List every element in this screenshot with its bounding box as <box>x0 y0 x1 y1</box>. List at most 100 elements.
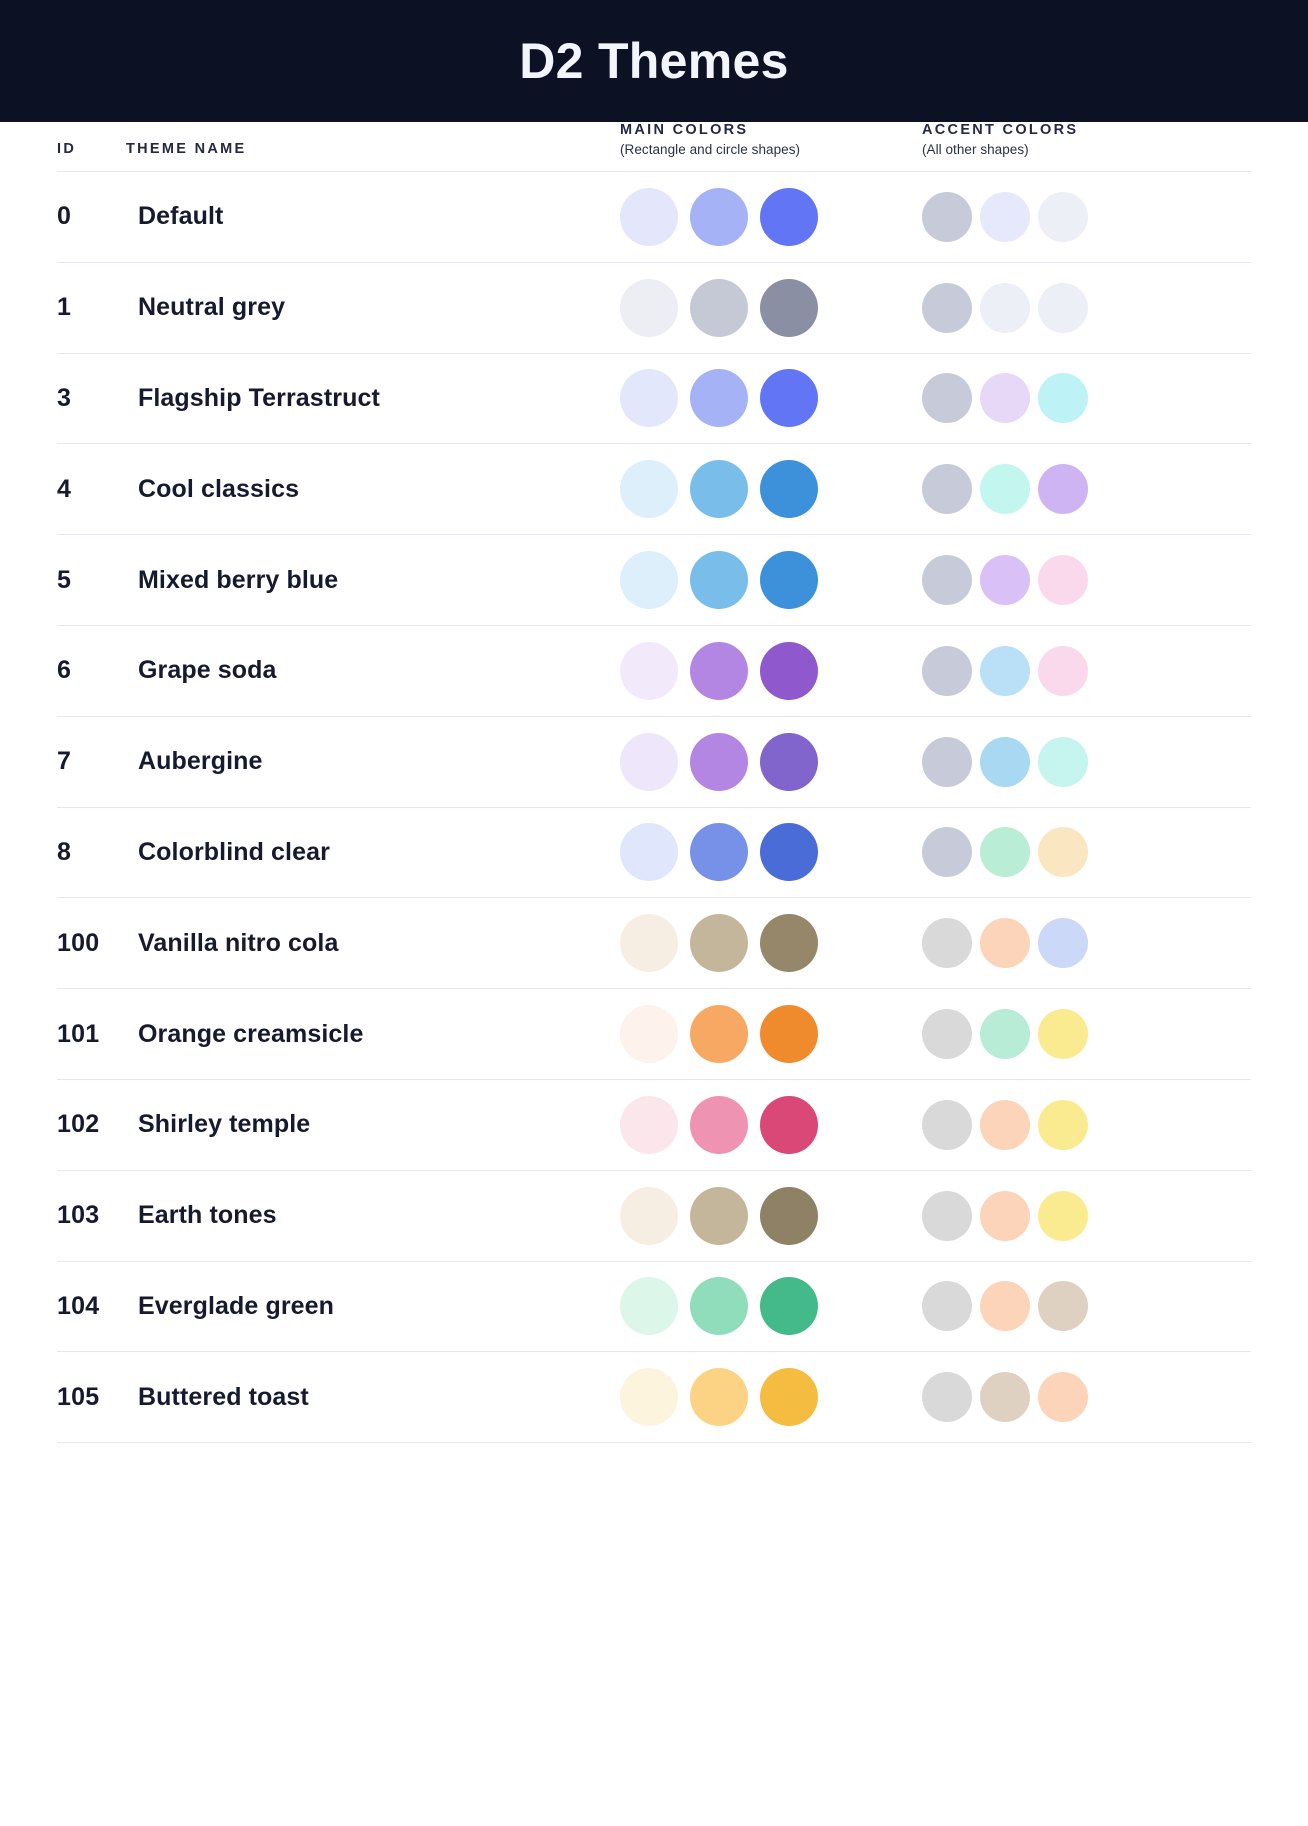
main-color-swatch[interactable] <box>760 1277 818 1336</box>
main-color-swatch[interactable] <box>690 1368 748 1427</box>
accent-color-swatch[interactable] <box>1038 1190 1088 1241</box>
main-color-swatch[interactable] <box>760 460 818 519</box>
accent-color-swatch[interactable] <box>1038 1372 1088 1423</box>
accent-color-swatch[interactable] <box>980 918 1030 969</box>
accent-color-swatch[interactable] <box>980 1281 1030 1332</box>
accent-color-swatch[interactable] <box>980 736 1030 787</box>
accent-color-swatch[interactable] <box>980 555 1030 606</box>
main-color-swatch[interactable] <box>690 278 748 337</box>
main-color-swatch[interactable] <box>690 1186 748 1245</box>
main-color-swatch[interactable] <box>690 823 748 882</box>
main-color-swatch[interactable] <box>620 551 678 610</box>
main-color-swatch[interactable] <box>620 1095 678 1154</box>
table-row[interactable]: 1 Neutral grey <box>57 262 1251 354</box>
theme-id: 6 <box>57 656 72 685</box>
main-color-swatch[interactable] <box>760 732 818 791</box>
accent-color-swatch[interactable] <box>922 1009 972 1060</box>
main-color-swatch[interactable] <box>620 732 678 791</box>
accent-color-swatch[interactable] <box>922 1190 972 1241</box>
table-row[interactable]: 5 Mixed berry blue <box>57 534 1251 626</box>
accent-color-swatch[interactable] <box>1038 1099 1088 1150</box>
accent-color-swatch[interactable] <box>922 1281 972 1332</box>
accent-color-swatch[interactable] <box>1038 1281 1088 1332</box>
main-color-swatch[interactable] <box>620 278 678 337</box>
main-color-swatch[interactable] <box>760 914 818 973</box>
accent-color-swatch[interactable] <box>922 464 972 515</box>
accent-color-swatch[interactable] <box>980 282 1030 333</box>
table-row[interactable]: 100 Vanilla nitro cola <box>57 897 1251 990</box>
accent-color-swatch[interactable] <box>922 191 972 242</box>
main-color-swatch[interactable] <box>690 914 748 973</box>
accent-color-swatch[interactable] <box>1038 464 1088 515</box>
main-color-swatch[interactable] <box>760 1368 818 1427</box>
main-color-swatch[interactable] <box>760 187 818 246</box>
main-color-swatch[interactable] <box>760 1005 818 1064</box>
accent-color-swatch[interactable] <box>980 373 1030 424</box>
accent-color-swatch[interactable] <box>922 282 972 333</box>
table-row[interactable]: 104 Everglade green <box>57 1261 1251 1353</box>
accent-color-swatch[interactable] <box>980 1190 1030 1241</box>
main-color-swatch[interactable] <box>620 1368 678 1427</box>
main-color-swatch[interactable] <box>620 369 678 428</box>
main-color-swatch[interactable] <box>620 823 678 882</box>
accent-color-swatch[interactable] <box>1038 918 1088 969</box>
accent-color-swatch[interactable] <box>1038 282 1088 333</box>
table-row[interactable]: 6 Grape soda <box>57 625 1251 717</box>
main-color-swatch[interactable] <box>760 278 818 337</box>
accent-color-swatch[interactable] <box>980 191 1030 242</box>
accent-color-swatch[interactable] <box>922 827 972 878</box>
main-color-swatch[interactable] <box>760 1186 818 1245</box>
main-color-swatch[interactable] <box>760 1095 818 1154</box>
accent-color-swatch[interactable] <box>1038 1009 1088 1060</box>
main-color-swatch[interactable] <box>690 1277 748 1336</box>
main-color-swatch[interactable] <box>690 551 748 610</box>
main-color-swatch[interactable] <box>620 460 678 519</box>
table-row[interactable]: 105 Buttered toast <box>57 1351 1251 1444</box>
accent-color-swatch[interactable] <box>922 645 972 696</box>
main-color-swatch[interactable] <box>760 823 818 882</box>
table-row[interactable]: 4 Cool classics <box>57 443 1251 536</box>
accent-color-swatch[interactable] <box>980 1099 1030 1150</box>
main-color-swatch[interactable] <box>690 1005 748 1064</box>
main-color-swatch[interactable] <box>620 1005 678 1064</box>
table-row[interactable]: 103 Earth tones <box>57 1170 1251 1262</box>
accent-color-swatch[interactable] <box>1038 736 1088 787</box>
accent-color-swatch[interactable] <box>1038 645 1088 696</box>
accent-color-swatch[interactable] <box>980 464 1030 515</box>
main-color-swatch[interactable] <box>690 460 748 519</box>
accent-colors-cell <box>918 534 1251 626</box>
table-row[interactable]: 8 Colorblind clear <box>57 807 1251 899</box>
table-row[interactable]: 3 Flagship Terrastruct <box>57 353 1251 445</box>
table-row[interactable]: 0 Default <box>57 171 1251 263</box>
accent-color-swatch[interactable] <box>980 1009 1030 1060</box>
accent-color-swatch[interactable] <box>1038 373 1088 424</box>
main-color-swatch[interactable] <box>620 1186 678 1245</box>
accent-color-swatch[interactable] <box>922 736 972 787</box>
accent-color-swatch[interactable] <box>1038 555 1088 606</box>
table-row[interactable]: 7 Aubergine <box>57 716 1251 808</box>
accent-color-swatch[interactable] <box>922 918 972 969</box>
accent-color-swatch[interactable] <box>980 1372 1030 1423</box>
main-color-swatch[interactable] <box>690 369 748 428</box>
main-color-swatch[interactable] <box>760 641 818 700</box>
main-color-swatch[interactable] <box>690 187 748 246</box>
accent-color-swatch[interactable] <box>922 1372 972 1423</box>
accent-color-swatch[interactable] <box>980 827 1030 878</box>
main-color-swatch[interactable] <box>760 369 818 428</box>
accent-color-swatch[interactable] <box>922 373 972 424</box>
table-row[interactable]: 102 Shirley temple <box>57 1079 1251 1171</box>
accent-color-swatch[interactable] <box>1038 827 1088 878</box>
main-color-swatch[interactable] <box>760 551 818 610</box>
main-color-swatch[interactable] <box>620 187 678 246</box>
main-color-swatch[interactable] <box>690 732 748 791</box>
table-row[interactable]: 101 Orange creamsicle <box>57 988 1251 1080</box>
accent-color-swatch[interactable] <box>922 1099 972 1150</box>
main-color-swatch[interactable] <box>690 1095 748 1154</box>
accent-color-swatch[interactable] <box>922 555 972 606</box>
accent-color-swatch[interactable] <box>980 645 1030 696</box>
accent-color-swatch[interactable] <box>1038 191 1088 242</box>
main-color-swatch[interactable] <box>690 641 748 700</box>
main-color-swatch[interactable] <box>620 914 678 973</box>
main-color-swatch[interactable] <box>620 641 678 700</box>
main-color-swatch[interactable] <box>620 1277 678 1336</box>
